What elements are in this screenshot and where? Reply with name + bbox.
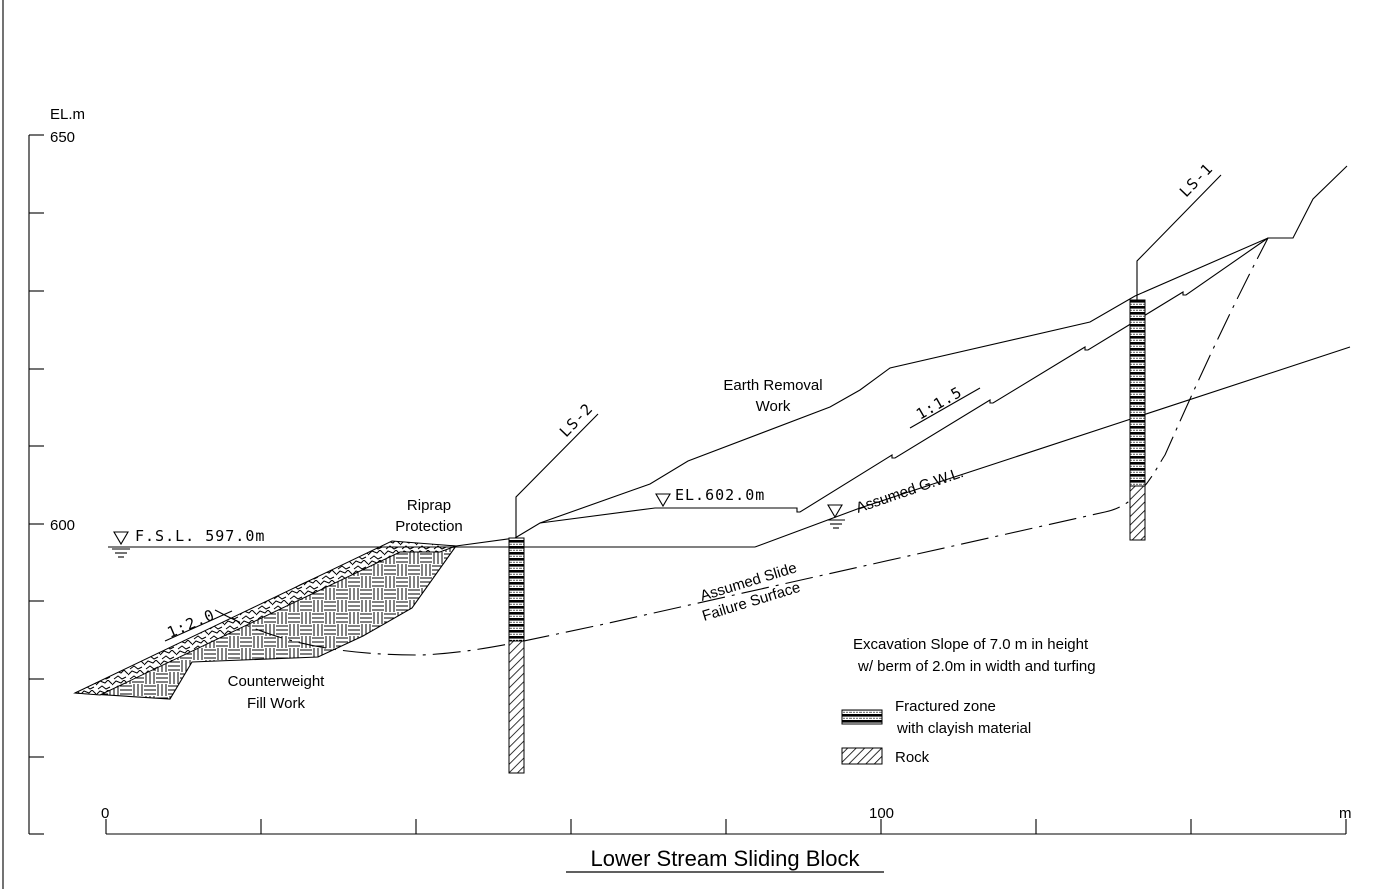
y-unit-label: EL.m [50, 106, 85, 123]
elevation-axis: EL.m 650 600 [28, 106, 85, 835]
legend-fractured-swatch [841, 709, 883, 725]
x-tick-100: 100 [869, 805, 894, 822]
legend: Fractured zone with clayish material Roc… [841, 698, 1031, 766]
excavation-profile [539, 237, 1269, 524]
ls-1-label: LS-1 [1176, 159, 1217, 200]
gwl-line [754, 346, 1351, 548]
y-tick-650: 650 [50, 129, 75, 146]
fill-crest-line [455, 537, 516, 547]
x-tick-0: 0 [101, 805, 109, 822]
legend-rock-label: Rock [895, 749, 930, 766]
note-line1: Excavation Slope of 7.0 m in height [853, 636, 1089, 653]
y-tick-600: 600 [50, 517, 75, 534]
note-line2: w/ berm of 2.0m in width and turfing [857, 658, 1096, 675]
borehole-ls-2 [508, 413, 599, 774]
riprap-label-line1: Riprap [407, 497, 451, 514]
counterweight-label-line2: Fill Work [247, 695, 306, 712]
original-ground-line [514, 165, 1348, 539]
legend-fractured-label-line1: Fractured zone [895, 698, 996, 715]
legend-fractured-label-line2: with clayish material [896, 720, 1031, 737]
el602-water-symbol [655, 493, 671, 508]
slide-failure-surface [214, 237, 1269, 656]
earth-removal-label-line2: Work [756, 398, 791, 415]
drawing-title: Lower Stream Sliding Block [590, 846, 860, 871]
counterweight-label-line1: Counterweight [228, 673, 326, 690]
slope-fill-marker [164, 610, 233, 642]
legend-rock-swatch [841, 747, 883, 765]
gwl-label: Assumed G.W.L. [854, 464, 966, 517]
ls-2-label: LS-2 [556, 399, 597, 440]
distance-axis: 0 100 m [101, 805, 1352, 835]
x-unit-label: m [1339, 805, 1352, 822]
borehole-ls-1 [1129, 174, 1222, 541]
fsl-label: F.S.L. 597.0m [135, 527, 265, 545]
earth-removal-label-line1: Earth Removal [723, 377, 822, 394]
slope-cut-label: 1:1.5 [913, 383, 965, 424]
gwl-water-symbol [827, 504, 845, 529]
el602-label: EL.602.0m [675, 486, 765, 504]
fsl-water-symbol [112, 531, 130, 558]
riprap-label-line2: Protection [395, 518, 463, 535]
riprap-band [73, 540, 457, 696]
slope-cut-marker [909, 387, 981, 429]
